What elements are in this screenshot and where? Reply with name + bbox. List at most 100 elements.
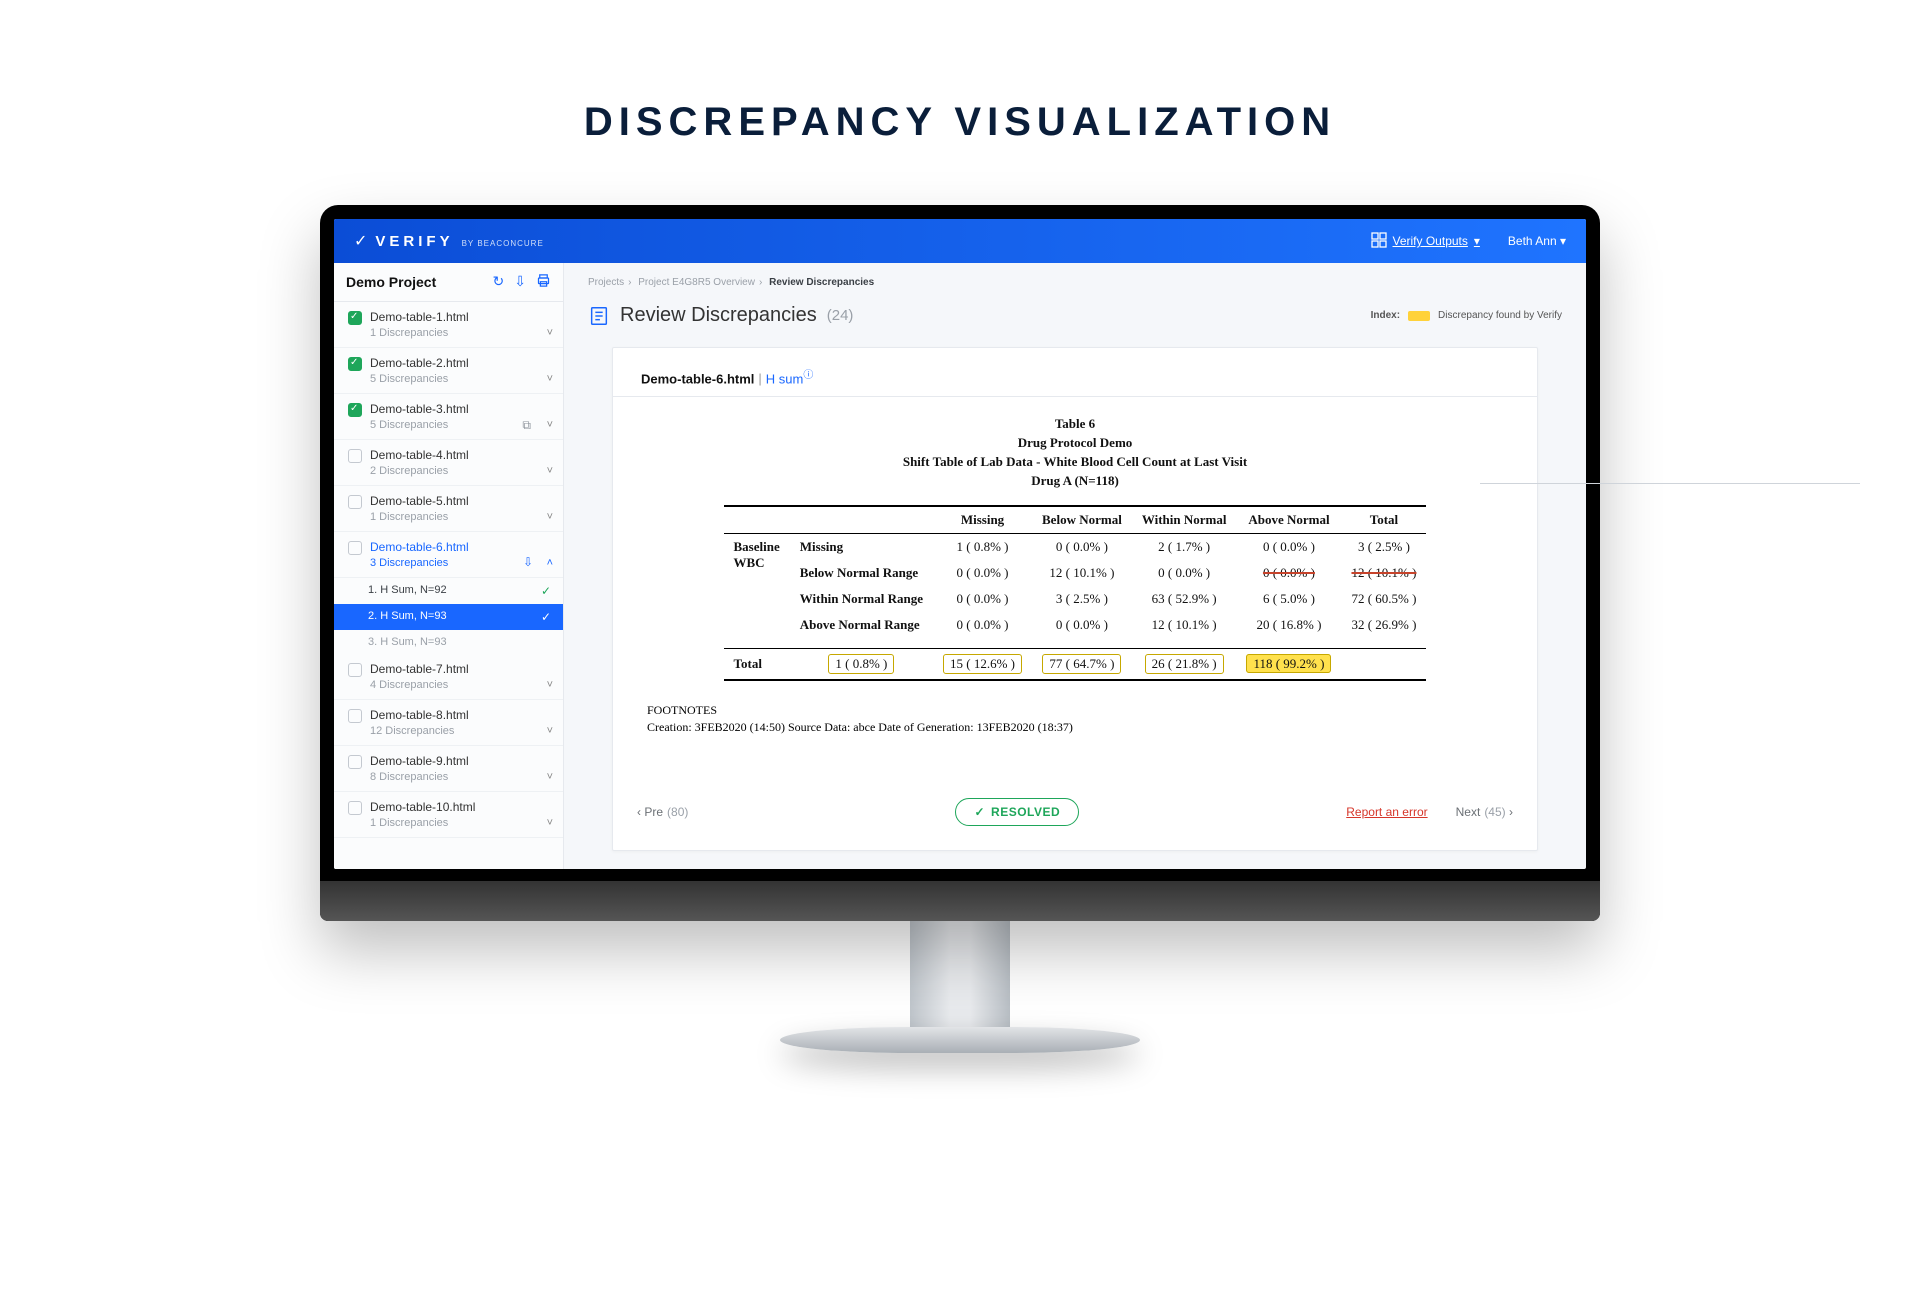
check-icon: ✓: [541, 610, 551, 624]
chevron-down-icon[interactable]: ˅: [547, 327, 553, 339]
table-cell: 118 ( 99.2% ): [1236, 648, 1341, 680]
legend-text: Discrepancy found by Verify: [1438, 310, 1562, 321]
checkbox-icon[interactable]: [348, 663, 362, 677]
sidebar: Demo Project ↻ ⇩ Demo-table-1.html1 Disc…: [334, 263, 564, 869]
file-name: Demo-table-9.html: [370, 754, 469, 768]
table-caption: Table 6 Drug Protocol Demo Shift Table o…: [641, 415, 1509, 490]
next-button[interactable]: Next(45) ›: [1456, 805, 1513, 819]
chevron-down-icon[interactable]: ˅: [547, 511, 553, 523]
copy-icon[interactable]: ⧉: [522, 418, 531, 433]
doc-title: Demo-table-6.html|H sumⓘ: [641, 366, 1509, 386]
file-name: Demo-table-5.html: [370, 494, 469, 508]
caption-l2: Drug Protocol Demo: [641, 434, 1509, 453]
info-icon[interactable]: ⓘ: [803, 370, 813, 381]
sidebar-item[interactable]: Demo-table-9.html8 Discrepancies˅: [334, 746, 563, 792]
doc-filename: Demo-table-6.html: [641, 371, 754, 386]
project-name: Demo Project: [346, 274, 436, 290]
table-cell: 12 ( 10.1% ): [1132, 612, 1237, 638]
divider: [613, 396, 1537, 397]
prev-count: (80): [667, 805, 688, 819]
sub-item[interactable]: 1. H Sum, N=92✓: [334, 578, 563, 604]
chevron-down-icon[interactable]: ˅: [547, 771, 553, 783]
row-label: Below Normal Range: [790, 560, 933, 586]
chevron-down-icon[interactable]: ˅: [547, 817, 553, 829]
download-icon[interactable]: ⇩: [523, 555, 533, 569]
file-name: Demo-table-4.html: [370, 448, 469, 462]
checkbox-icon[interactable]: [348, 495, 362, 509]
chevron-down-icon: ▾: [1474, 234, 1480, 248]
sidebar-item[interactable]: Demo-table-7.html4 Discrepancies˅: [334, 654, 563, 700]
breadcrumb: Projects› Project E4G8R5 Overview› Revie…: [588, 277, 1562, 288]
resolved-button[interactable]: ✓ RESOLVED: [955, 798, 1079, 826]
chevron-down-icon[interactable]: ˅: [547, 465, 553, 477]
user-menu[interactable]: Beth Ann ▾: [1508, 234, 1566, 248]
sub-item[interactable]: 3. H Sum, N=93: [334, 630, 563, 654]
refresh-icon[interactable]: ↻: [493, 273, 505, 291]
verify-outputs-label: Verify Outputs: [1393, 234, 1468, 248]
resolved-label: RESOLVED: [991, 805, 1060, 819]
sub-item[interactable]: 2. H Sum, N=93✓: [334, 604, 563, 630]
crumb-current: Review Discrepancies: [769, 277, 874, 288]
checkbox-icon[interactable]: [348, 709, 362, 723]
shift-table: MissingBelow NormalWithin NormalAbove No…: [724, 505, 1427, 681]
download-icon[interactable]: ⇩: [514, 273, 526, 291]
brand: ✓ VERIFY BY BEACONCURE: [354, 231, 544, 251]
app-screen: ✓ VERIFY BY BEACONCURE Verify Outputs ▾ …: [334, 219, 1586, 869]
doc-hsum[interactable]: H sum: [766, 371, 804, 386]
sidebar-item[interactable]: Demo-table-8.html 12 Discrepancies˅: [334, 700, 563, 746]
sub-label: 3. H Sum, N=93: [368, 636, 447, 648]
col-head: Within Normal: [1132, 506, 1237, 534]
page-count: (24): [827, 307, 854, 324]
table-cell: 26 ( 21.8% ): [1132, 648, 1237, 680]
checkbox-icon[interactable]: [348, 311, 362, 325]
caption-l4: Drug A (N=118): [641, 472, 1509, 491]
checkbox-icon[interactable]: [348, 541, 362, 555]
table-cell: 20 ( 16.8% ): [1236, 612, 1341, 638]
sidebar-item[interactable]: Demo-table-6.html3 Discrepancies⇩˄: [334, 532, 563, 578]
sidebar-item[interactable]: Demo-table-10.html1 Discrepancies˅: [334, 792, 563, 838]
table-cell: 63 ( 52.9% ): [1132, 586, 1237, 612]
checkbox-icon[interactable]: [348, 801, 362, 815]
file-disc: 5 Discrepancies: [370, 373, 551, 385]
verify-outputs-link[interactable]: Verify Outputs ▾: [1371, 232, 1480, 251]
table-cell: 1 ( 0.8% ): [790, 648, 933, 680]
crumb-projects[interactable]: Projects: [588, 277, 624, 288]
file-name: Demo-table-8.html: [370, 708, 469, 722]
row-label: Total: [724, 648, 790, 680]
group-label: BaselineWBC: [724, 534, 790, 649]
chevron-down-icon[interactable]: ˅: [547, 725, 553, 737]
sidebar-item[interactable]: Demo-table-3.html5 Discrepancies⧉˅: [334, 394, 563, 440]
table-cell: 6 ( 5.0% ): [1236, 586, 1341, 612]
file-name: Demo-table-7.html: [370, 662, 469, 676]
chevron-down-icon[interactable]: ˅: [547, 373, 553, 385]
sidebar-item[interactable]: Demo-table-4.html 2 Discrepancies˅: [334, 440, 563, 486]
chevron-down-icon[interactable]: ˅: [547, 419, 553, 431]
checkbox-icon[interactable]: [348, 357, 362, 371]
row-label: Above Normal Range: [790, 612, 933, 638]
checkbox-icon[interactable]: [348, 755, 362, 769]
print-icon[interactable]: [536, 273, 551, 291]
crumb-project[interactable]: Project E4G8R5 Overview: [638, 277, 755, 288]
col-head: Above Normal: [1236, 506, 1341, 534]
sidebar-item[interactable]: Demo-table-1.html1 Discrepancies˅: [334, 302, 563, 348]
table-row: Within Normal Range0 ( 0.0% )3 ( 2.5% )6…: [724, 586, 1427, 612]
hero-title: DISCREPANCY VISUALIZATION: [0, 0, 1920, 145]
document-icon: [588, 305, 610, 327]
table-cell: 2 ( 1.7% ): [1132, 534, 1237, 560]
table-cell: 3 ( 2.5% ): [1341, 534, 1426, 560]
grid-icon: [1371, 232, 1387, 251]
chevron-down-icon[interactable]: ˅: [547, 679, 553, 691]
sidebar-item[interactable]: Demo-table-5.html1 Discrepancies˅: [334, 486, 563, 532]
report-error-link[interactable]: Report an error: [1346, 805, 1427, 819]
file-disc: 12 Discrepancies: [370, 725, 551, 737]
checkbox-icon[interactable]: [348, 449, 362, 463]
sidebar-item[interactable]: Demo-table-2.html5 Discrepancies˅: [334, 348, 563, 394]
check-icon: ✓: [541, 584, 551, 598]
chevron-up-icon[interactable]: ˄: [547, 557, 553, 569]
checkbox-icon[interactable]: [348, 403, 362, 417]
file-disc: 2 Discrepancies: [370, 465, 551, 477]
legend: Index: Discrepancy found by Verify: [1371, 310, 1562, 321]
prev-button[interactable]: ‹ Pre(80): [637, 805, 688, 819]
caption-l3: Shift Table of Lab Data - White Blood Ce…: [641, 453, 1509, 472]
brand-name: VERIFY: [375, 233, 453, 250]
